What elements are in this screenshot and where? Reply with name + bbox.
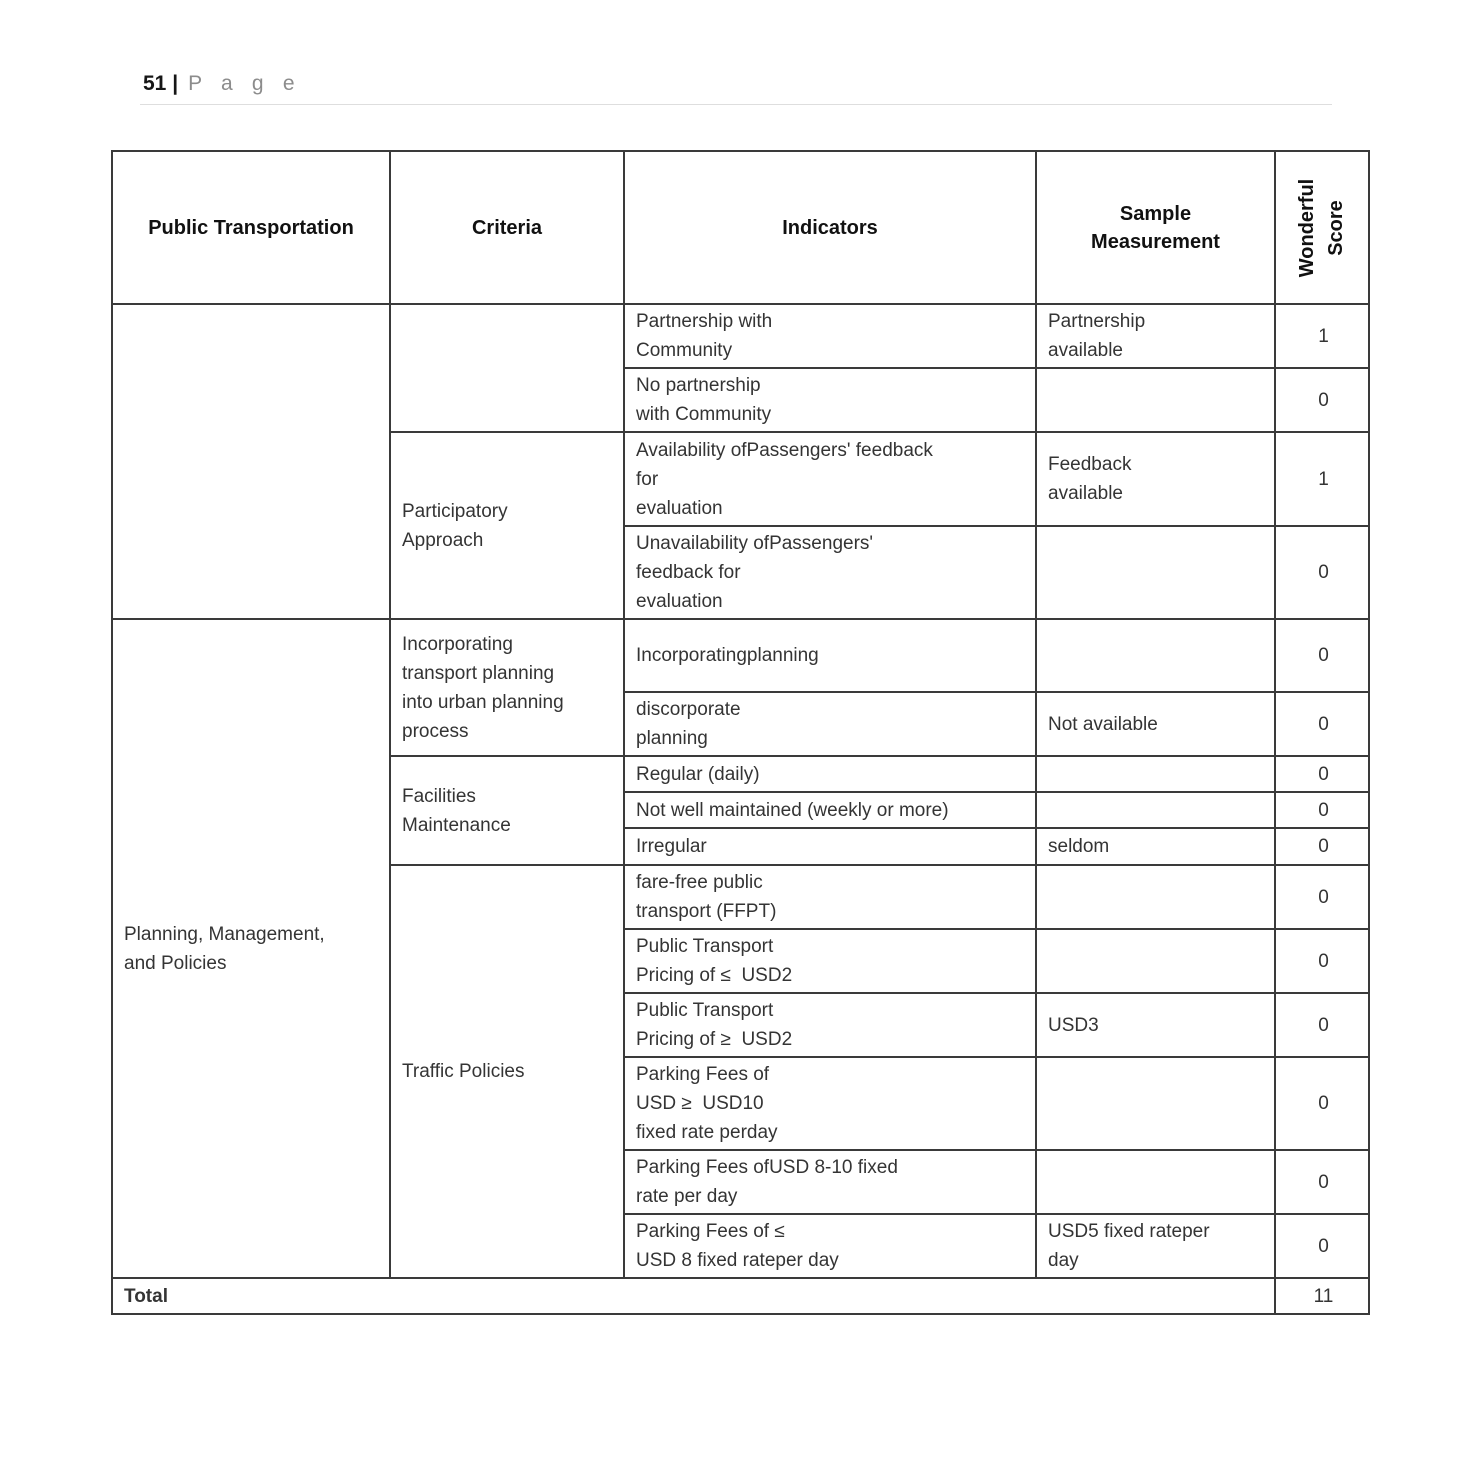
score-cell: 0 (1274, 618, 1370, 693)
score-cell: 0 (1274, 827, 1370, 866)
score-cell: 0 (1274, 864, 1370, 930)
total-row: Total 11 (111, 1277, 1370, 1315)
score-cell: 0 (1274, 928, 1370, 994)
criteria-cell (389, 303, 625, 433)
table-row: Irregular seldom 0 (112, 827, 1370, 866)
table-row: Traffic Policies fare-free public transp… (112, 864, 1370, 1279)
score-cell: 0 (1274, 367, 1370, 433)
indicator-cell: Not well maintained (weekly or more) (623, 791, 1037, 829)
total-label-cell: Total (111, 1277, 1276, 1315)
score-cell: 0 (1274, 992, 1370, 1058)
indicator-cell: Regular (daily) (623, 755, 1037, 793)
score-cell: 0 (1274, 755, 1370, 793)
indicator-cell: Availability ofPassengers' feedback for … (623, 431, 1037, 527)
table-row: Participatory Approach Availability ofPa… (112, 431, 1370, 620)
sample-cell (1035, 525, 1276, 620)
indicator-cell: Public Transport Pricing of ≥ USD2 (623, 992, 1037, 1058)
sample-cell: Not available (1035, 691, 1276, 757)
table-row: No partnership with Community 0 (112, 367, 1370, 433)
header-wonderful-score: Wonderful Score (1274, 150, 1370, 305)
sample-cell: seldom (1035, 827, 1276, 866)
page-label: P a g e (188, 72, 302, 95)
table-row: Unavailability ofPassengers' feedback fo… (112, 525, 1370, 620)
sample-cell (1035, 928, 1276, 994)
score-cell: 1 (1274, 431, 1370, 527)
criteria-cell: Traffic Policies (389, 864, 625, 1279)
score-cell: 0 (1274, 1213, 1370, 1279)
sample-cell (1035, 367, 1276, 433)
sample-cell: Feedback available (1035, 431, 1276, 527)
header-criteria: Criteria (389, 150, 625, 305)
page-number: 51 | (143, 72, 179, 95)
indicator-cell: Parking Fees of ≤ USD 8 fixed rateper da… (623, 1213, 1037, 1279)
table-row: Not well maintained (weekly or more) 0 (112, 791, 1370, 829)
sample-cell (1035, 1056, 1276, 1151)
header-sample-measurement: Sample Measurement (1035, 150, 1276, 305)
header-public-transportation: Public Transportation (111, 150, 391, 305)
sample-cell (1035, 791, 1276, 829)
sample-cell (1035, 864, 1276, 930)
indicator-cell: fare-free public transport (FFPT) (623, 864, 1037, 930)
criteria-table: Public Transportation Criteria Indicator… (111, 150, 1370, 1315)
page-header: 51 | P a g e (143, 72, 301, 96)
indicator-cell: Public Transport Pricing of ≤ USD2 (623, 928, 1037, 994)
sample-cell (1035, 755, 1276, 793)
table-row: Parking Fees of USD ≥ USD10 fixed rate p… (112, 1056, 1370, 1151)
sample-cell (1035, 1149, 1276, 1215)
header-indicators: Indicators (623, 150, 1037, 305)
table-row: Partnership with Community Partnership a… (111, 303, 1370, 620)
indicator-cell: discorporate planning (623, 691, 1037, 757)
total-score-cell: 11 (1274, 1277, 1370, 1315)
criteria-cell: Incorporating transport planning into ur… (389, 618, 625, 757)
sample-cell: USD5 fixed rateper day (1035, 1213, 1276, 1279)
table-row: Facilities Maintenance Regular (daily) 0 (112, 755, 1370, 866)
criteria-cell: Participatory Approach (389, 431, 625, 620)
table-row: Planning, Management, and Policies Incor… (111, 618, 1370, 1279)
wonderful-score-label: Wonderful Score (1296, 178, 1347, 277)
indicator-cell: No partnership with Community (623, 367, 1037, 433)
indicator-cell: Parking Fees ofUSD 8-10 fixed rate per d… (623, 1149, 1037, 1215)
indicator-cell: Partnership with Community (623, 303, 1037, 369)
table-row: Parking Fees ofUSD 8-10 fixed rate per d… (112, 1149, 1370, 1215)
header-divider (140, 104, 1332, 105)
score-cell: 0 (1274, 691, 1370, 757)
criteria-cell: Facilities Maintenance (389, 755, 625, 866)
table-row: discorporate planning Not available 0 (112, 691, 1370, 757)
indicator-cell: Parking Fees of USD ≥ USD10 fixed rate p… (623, 1056, 1037, 1151)
score-cell: 0 (1274, 1056, 1370, 1151)
transportation-cell: Planning, Management, and Policies (111, 618, 391, 1279)
indicator-cell: Irregular (623, 827, 1037, 866)
transportation-cell (111, 303, 391, 620)
sample-cell (1035, 618, 1276, 693)
indicator-cell: Incorporatingplanning (623, 618, 1037, 693)
table-header-row: Public Transportation Criteria Indicator… (111, 150, 1370, 305)
sample-cell: USD3 (1035, 992, 1276, 1058)
table-row: Parking Fees of ≤ USD 8 fixed rateper da… (112, 1213, 1370, 1279)
score-cell: 0 (1274, 791, 1370, 829)
table-row: Public Transport Pricing of ≥ USD2 USD3 … (112, 992, 1370, 1058)
score-cell: 0 (1274, 1149, 1370, 1215)
score-cell: 1 (1274, 303, 1370, 369)
score-cell: 0 (1274, 525, 1370, 620)
sample-cell: Partnership available (1035, 303, 1276, 369)
indicator-cell: Unavailability ofPassengers' feedback fo… (623, 525, 1037, 620)
table-row: Public Transport Pricing of ≤ USD2 0 (112, 928, 1370, 994)
